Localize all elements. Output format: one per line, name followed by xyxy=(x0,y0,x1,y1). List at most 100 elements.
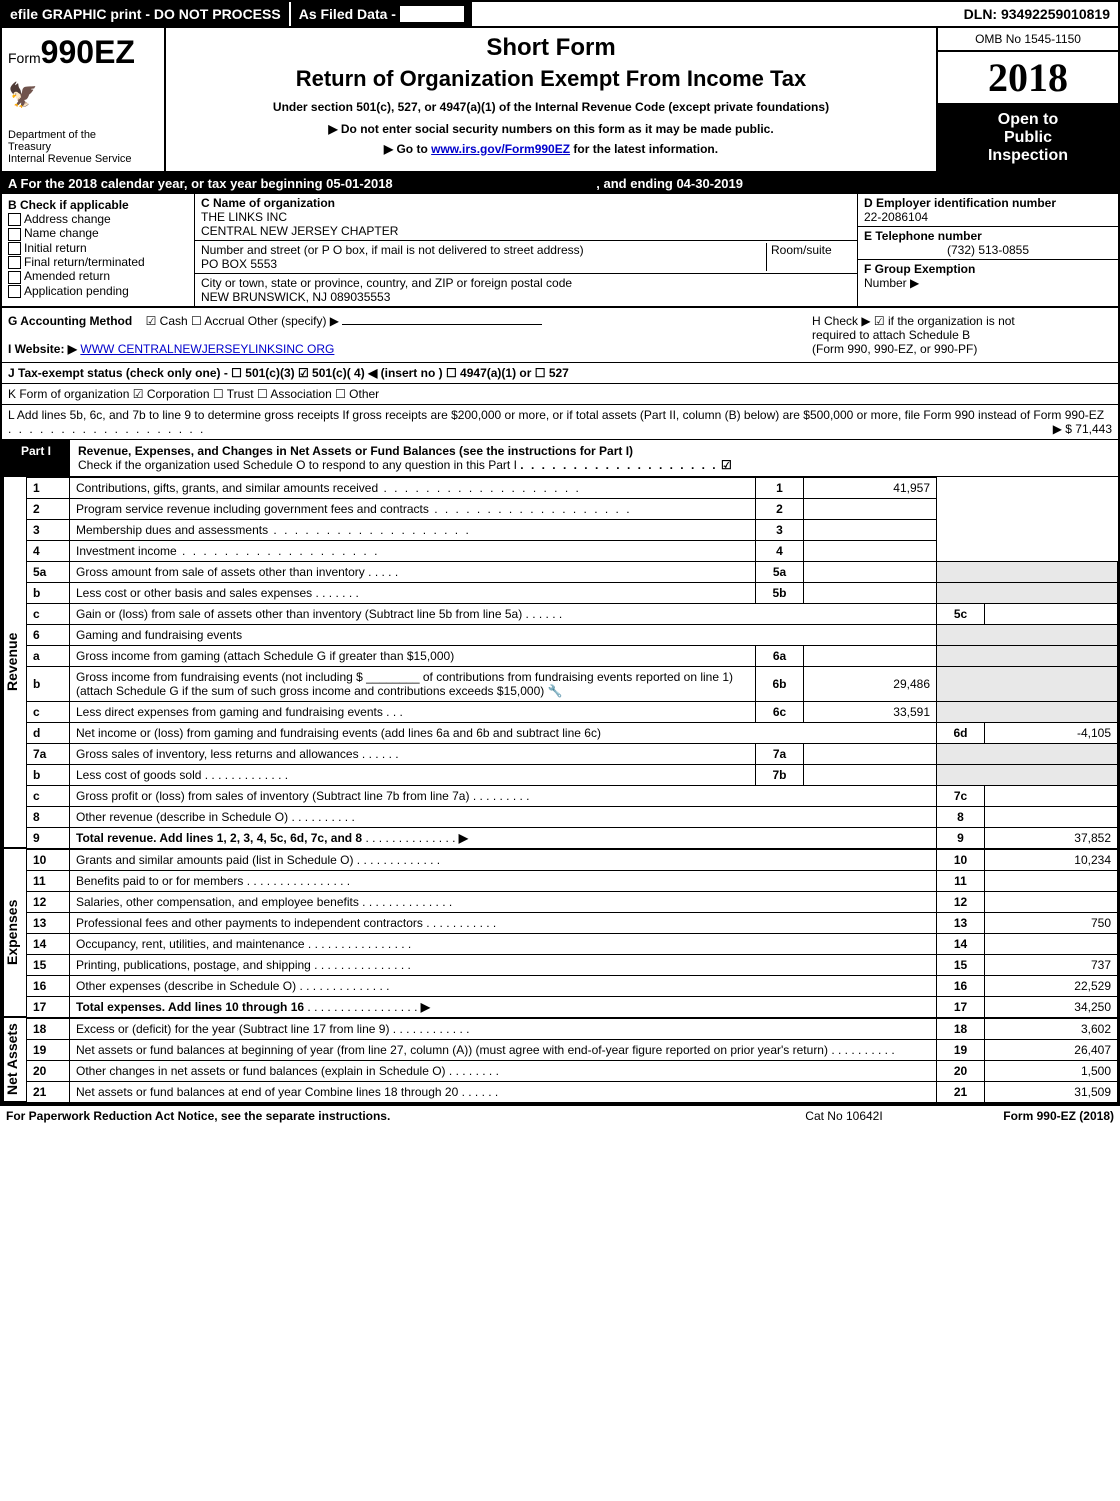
asfiled-text: As Filed Data - xyxy=(299,6,396,22)
l3-desc: Membership dues and assessments xyxy=(70,520,756,541)
part1-checkmark: ☑ xyxy=(721,458,732,472)
l7b-desc: Less cost of goods sold xyxy=(76,768,201,782)
section-d: D Employer identification number 22-2086… xyxy=(857,194,1118,306)
netassets-side-label: Net Assets xyxy=(2,1018,26,1103)
org-name1: THE LINKS INC xyxy=(201,210,851,224)
l11-num: 11 xyxy=(27,871,70,892)
j-text: J Tax-exempt status (check only one) - ☐… xyxy=(8,366,569,380)
org-address: PO BOX 5553 xyxy=(201,257,277,271)
l21-desc: Net assets or fund balances at end of ye… xyxy=(76,1085,458,1099)
city-label: City or town, state or province, country… xyxy=(201,276,851,290)
open2: Public xyxy=(942,129,1114,147)
cb-initial-return[interactable] xyxy=(8,242,21,255)
l5c-amt xyxy=(985,604,1118,625)
l9-rn: 9 xyxy=(937,828,985,849)
ssn-warning: ▶ Do not enter social security numbers o… xyxy=(178,122,924,136)
telephone: (732) 513-0855 xyxy=(864,243,1112,257)
irs-eagle-icon: 🦅 xyxy=(8,81,158,110)
l6d-amt: -4,105 xyxy=(985,723,1118,744)
l15-rn: 15 xyxy=(937,955,985,976)
l10-num: 10 xyxy=(27,850,70,871)
l6d-rn: 6d xyxy=(937,723,985,744)
l-text: L Add lines 5b, 6c, and 7b to line 9 to … xyxy=(8,408,1104,422)
f-number: Number ▶ xyxy=(864,276,919,290)
footer-right: Form 990-EZ (2018) xyxy=(934,1109,1114,1123)
l6d-desc: Net income or (loss) from gaming and fun… xyxy=(70,723,937,744)
l8-rn: 8 xyxy=(937,807,985,828)
room-label: Room/suite xyxy=(771,243,832,257)
opt-initial-return: Initial return xyxy=(24,241,87,255)
l12-num: 12 xyxy=(27,892,70,913)
l4-num: 4 xyxy=(27,541,70,562)
open-to-public: Open to Public Inspection xyxy=(938,105,1118,171)
l7b-num: b xyxy=(27,765,70,786)
d-label: D Employer identification number xyxy=(864,196,1112,210)
l4-rn: 4 xyxy=(756,541,804,562)
section-b-title: B Check if applicable xyxy=(8,198,188,212)
l4-desc: Investment income xyxy=(70,541,756,562)
l7a-sub: 7a xyxy=(756,744,804,765)
l19-rn: 19 xyxy=(937,1040,985,1061)
l10-desc: Grants and similar amounts paid (list in… xyxy=(76,853,353,867)
asfiled-label: As Filed Data - xyxy=(289,2,472,26)
l6a-num: a xyxy=(27,646,70,667)
opt-address-change: Address change xyxy=(24,212,111,226)
l6-num: 6 xyxy=(27,625,70,646)
form-number: 990EZ xyxy=(41,34,135,70)
cb-name-change[interactable] xyxy=(8,228,21,241)
opt-application-pending: Application pending xyxy=(24,284,129,298)
l6c-desc: Less direct expenses from gaming and fun… xyxy=(76,705,383,719)
l5a-num: 5a xyxy=(27,562,70,583)
expenses-table: 10 Grants and similar amounts paid (list … xyxy=(26,849,1118,1018)
l2-desc: Program service revenue including govern… xyxy=(70,499,756,520)
org-city: NEW BRUNSWICK, NJ 089035553 xyxy=(201,290,851,304)
cb-amended-return[interactable] xyxy=(8,271,21,284)
l19-amt: 26,407 xyxy=(985,1040,1118,1061)
efile-label: efile GRAPHIC print - DO NOT PROCESS xyxy=(2,2,289,26)
part1-check-text: Check if the organization used Schedule … xyxy=(78,458,517,472)
cb-final-return[interactable] xyxy=(8,256,21,269)
l7b-subamt xyxy=(804,765,937,786)
dln-label: DLN: 93492259010819 xyxy=(956,2,1118,26)
part1-label: Part I xyxy=(2,440,70,476)
website-link[interactable]: WWW CENTRALNEWJERSEYLINKSINC ORG xyxy=(80,342,334,356)
cb-address-change[interactable] xyxy=(8,213,21,226)
l18-rn: 18 xyxy=(937,1019,985,1040)
l1-desc: Contributions, gifts, grants, and simila… xyxy=(70,478,756,499)
l6a-subamt xyxy=(804,646,937,667)
netassets-table: 18 Excess or (deficit) for the year (Subt… xyxy=(26,1018,1118,1103)
c-label: C Name of organization xyxy=(201,196,851,210)
l20-num: 20 xyxy=(27,1061,70,1082)
footer-left: For Paperwork Reduction Act Notice, see … xyxy=(6,1109,754,1123)
l8-num: 8 xyxy=(27,807,70,828)
l15-num: 15 xyxy=(27,955,70,976)
l18-desc: Excess or (deficit) for the year (Subtra… xyxy=(76,1022,389,1036)
footer: For Paperwork Reduction Act Notice, see … xyxy=(0,1105,1120,1126)
l16-desc: Other expenses (describe in Schedule O) xyxy=(76,979,296,993)
l5c-desc: Gain or (loss) from sale of assets other… xyxy=(76,607,522,621)
l14-num: 14 xyxy=(27,934,70,955)
row-a: A For the 2018 calendar year, or tax yea… xyxy=(2,173,1118,194)
l1-num: 1 xyxy=(27,478,70,499)
part1-header: Part I Revenue, Expenses, and Changes in… xyxy=(2,440,1118,477)
addr-label: Number and street (or P O box, if mail i… xyxy=(201,243,584,257)
irs-link[interactable]: www.irs.gov/Form990EZ xyxy=(431,142,570,156)
l7a-num: 7a xyxy=(27,744,70,765)
row-k: K Form of organization ☑ Corporation ☐ T… xyxy=(2,384,1118,405)
l16-amt: 22,529 xyxy=(985,976,1118,997)
l6b-subamt: 29,486 xyxy=(804,667,937,702)
cb-application-pending[interactable] xyxy=(8,285,21,298)
opt-name-change: Name change xyxy=(24,226,99,240)
l7a-subamt xyxy=(804,744,937,765)
section-b: B Check if applicable Address change Nam… xyxy=(2,194,195,306)
l2-num: 2 xyxy=(27,499,70,520)
l7c-rn: 7c xyxy=(937,786,985,807)
row-a-ending: , and ending 04-30-2019 xyxy=(596,176,743,191)
h-line3: (Form 990, 990-EZ, or 990-PF) xyxy=(812,342,1112,356)
l9-arrow: ▶ xyxy=(459,831,468,845)
footer-cat-no: Cat No 10642I xyxy=(754,1109,934,1123)
h-label: H Check ▶ ☑ if the organization is not xyxy=(812,314,1112,328)
l12-rn: 12 xyxy=(937,892,985,913)
l13-rn: 13 xyxy=(937,913,985,934)
l16-num: 16 xyxy=(27,976,70,997)
